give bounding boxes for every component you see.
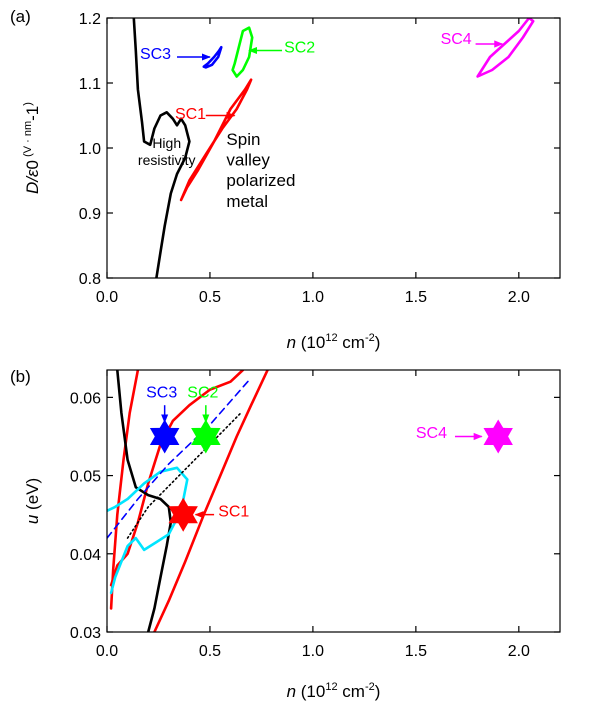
star-marker-0 (149, 419, 180, 454)
y-tick-label: 0.05 (70, 469, 101, 486)
x-axis-label: n (1012 cm-2) (287, 681, 381, 701)
star-marker-1 (191, 419, 221, 454)
series-line-2 (153, 370, 269, 632)
panel-a: 0.0 0.5 1.0 1.5 2.0 0.8 0.9 1.0 1.1 1.2 (a) n (1012… (10, 7, 561, 352)
annotation-text: SC3 (140, 46, 171, 63)
panel-label: (a) (10, 7, 31, 26)
y-tick-label: 0.03 (70, 625, 101, 642)
annotation-text: SC1 (218, 503, 249, 520)
x-tick-label: 0.5 (199, 643, 221, 660)
panel-label: (b) (10, 367, 31, 386)
y-axis-label: D/ε0 (V · nm-1) (22, 102, 42, 194)
panel-b: 0.0 0.5 1.0 1.5 2.0 0.03 0.04 0.05 0.06 (b) n (101… (10, 367, 561, 701)
series-line-3 (116, 370, 173, 632)
annotation-text: SC2 (187, 384, 218, 401)
series-line-2 (202, 45, 223, 69)
y-tick-label: 0.04 (70, 547, 101, 564)
y-tick-label: 1.2 (79, 11, 101, 28)
annotation-text: SC2 (284, 39, 315, 56)
annotation-text: SC3 (146, 384, 177, 401)
star-marker-3 (483, 419, 513, 454)
x-tick-label: 1.0 (302, 643, 324, 660)
annotation-text: SC1 (175, 106, 206, 123)
y-tick-label: 0.9 (79, 206, 101, 223)
x-tick-label: 0.5 (199, 289, 221, 306)
y-tick-label: 0.8 (79, 271, 101, 288)
annotation-text: High resistivity (138, 135, 196, 168)
series-line-3 (231, 26, 254, 78)
series-line-6 (126, 412, 242, 539)
series-group (132, 18, 535, 278)
x-tick-label: 1.5 (405, 643, 427, 660)
y-tick-label: 1.0 (79, 141, 101, 158)
x-tick-label: 0.0 (96, 289, 118, 306)
series-line-4 (476, 18, 535, 78)
x-tick-label: 1.5 (405, 289, 427, 306)
y-tick-label: 1.1 (79, 76, 101, 93)
series-group (107, 370, 269, 632)
x-tick-label: 2.0 (508, 643, 530, 660)
series-line-1 (179, 78, 253, 202)
x-tick-label: 2.0 (508, 289, 530, 306)
annotation-text: Spin valley polarized metal (226, 130, 295, 211)
star-marker-2 (168, 497, 198, 532)
annotation-text: SC4 (416, 425, 447, 442)
y-axis-label: u (eV) (23, 478, 42, 524)
series-line-5 (107, 377, 252, 539)
annotation-text: SC4 (441, 31, 472, 48)
x-tick-label: 0.0 (96, 643, 118, 660)
x-axis-label: n (1012 cm-2) (287, 332, 381, 352)
y-tick-label: 0.06 (70, 390, 101, 407)
series-line-0 (132, 18, 191, 278)
x-tick-label: 1.0 (302, 289, 324, 306)
plot-frame (106, 369, 561, 633)
